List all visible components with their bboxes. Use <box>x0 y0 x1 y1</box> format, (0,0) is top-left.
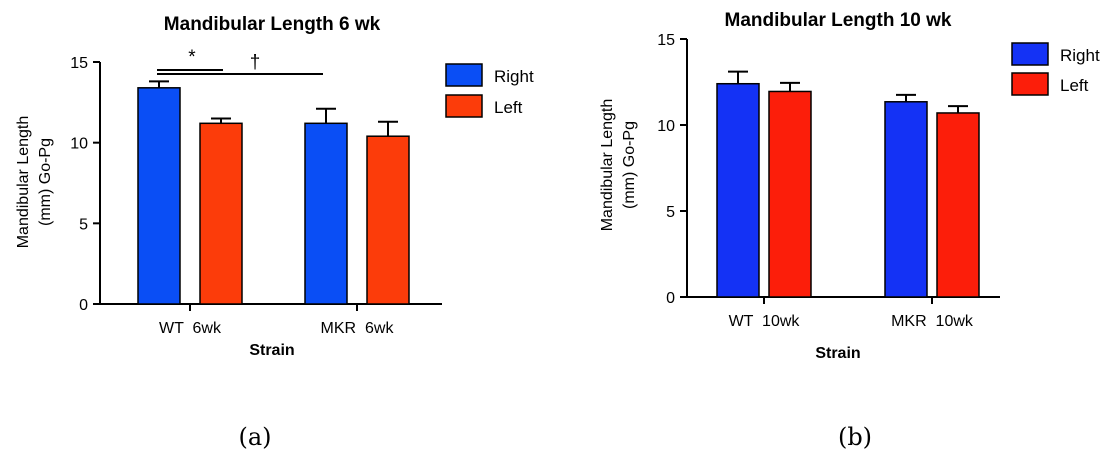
y-tick-label: 10 <box>657 118 675 135</box>
y-tick-label: 10 <box>70 136 88 153</box>
y-tick-label: 15 <box>70 55 88 72</box>
y-tick-label: 5 <box>79 216 88 233</box>
chart-a-xlabel: Strain <box>249 342 294 359</box>
x-category-label: WT 10wk <box>729 313 801 330</box>
legend-swatch-right <box>1011 42 1049 66</box>
x-category-label: WT 6wk <box>159 320 222 337</box>
legend-swatch-right <box>445 63 483 87</box>
chart-b-xlabel: Strain <box>815 345 860 362</box>
chart-b-ylabel-line2: (mm) Go-Pg <box>621 121 638 209</box>
y-tick-label: 0 <box>666 290 675 307</box>
significance-marker: † <box>250 52 261 73</box>
legend-label-right: Right <box>1060 46 1100 65</box>
significance-marker: * <box>188 47 196 68</box>
chart-a-title: Mandibular Length 6 wk <box>164 14 381 35</box>
y-tick-label: 0 <box>79 297 88 314</box>
x-category-label: MKR 10wk <box>891 313 974 330</box>
chart-b-title: Mandibular Length 10 wk <box>725 10 952 31</box>
legend-swatch-left <box>1011 72 1049 96</box>
bar-right <box>304 122 348 305</box>
bar-right <box>137 87 181 305</box>
chart-a-caption: (a) <box>238 423 271 451</box>
x-category-label: MKR 6wk <box>321 320 395 337</box>
legend-label-right: Right <box>494 67 534 86</box>
chart-b-ylabel-line1: Mandibular Length <box>599 99 616 232</box>
bar-left <box>768 90 812 298</box>
y-tick-label: 15 <box>657 32 675 49</box>
y-tick-label: 5 <box>666 204 675 221</box>
bar-left <box>199 122 243 305</box>
bar-right <box>716 82 760 298</box>
legend-label-left: Left <box>494 98 523 117</box>
legend-label-left: Left <box>1060 76 1089 95</box>
chart-a: Mandibular Length 6 wk Mandibular Length… <box>15 14 534 451</box>
chart-a-ylabel-line2: (mm) Go-Pg <box>37 138 54 226</box>
bar-right <box>884 101 928 298</box>
bar-left <box>366 135 410 305</box>
legend-swatch-left <box>445 94 483 118</box>
bar-left <box>936 112 980 298</box>
chart-a-ylabel-line1: Mandibular Length <box>15 116 32 249</box>
chart-b-caption: (b) <box>838 423 872 451</box>
chart-b: Mandibular Length 10 wk Mandibular Lengt… <box>599 10 1100 451</box>
